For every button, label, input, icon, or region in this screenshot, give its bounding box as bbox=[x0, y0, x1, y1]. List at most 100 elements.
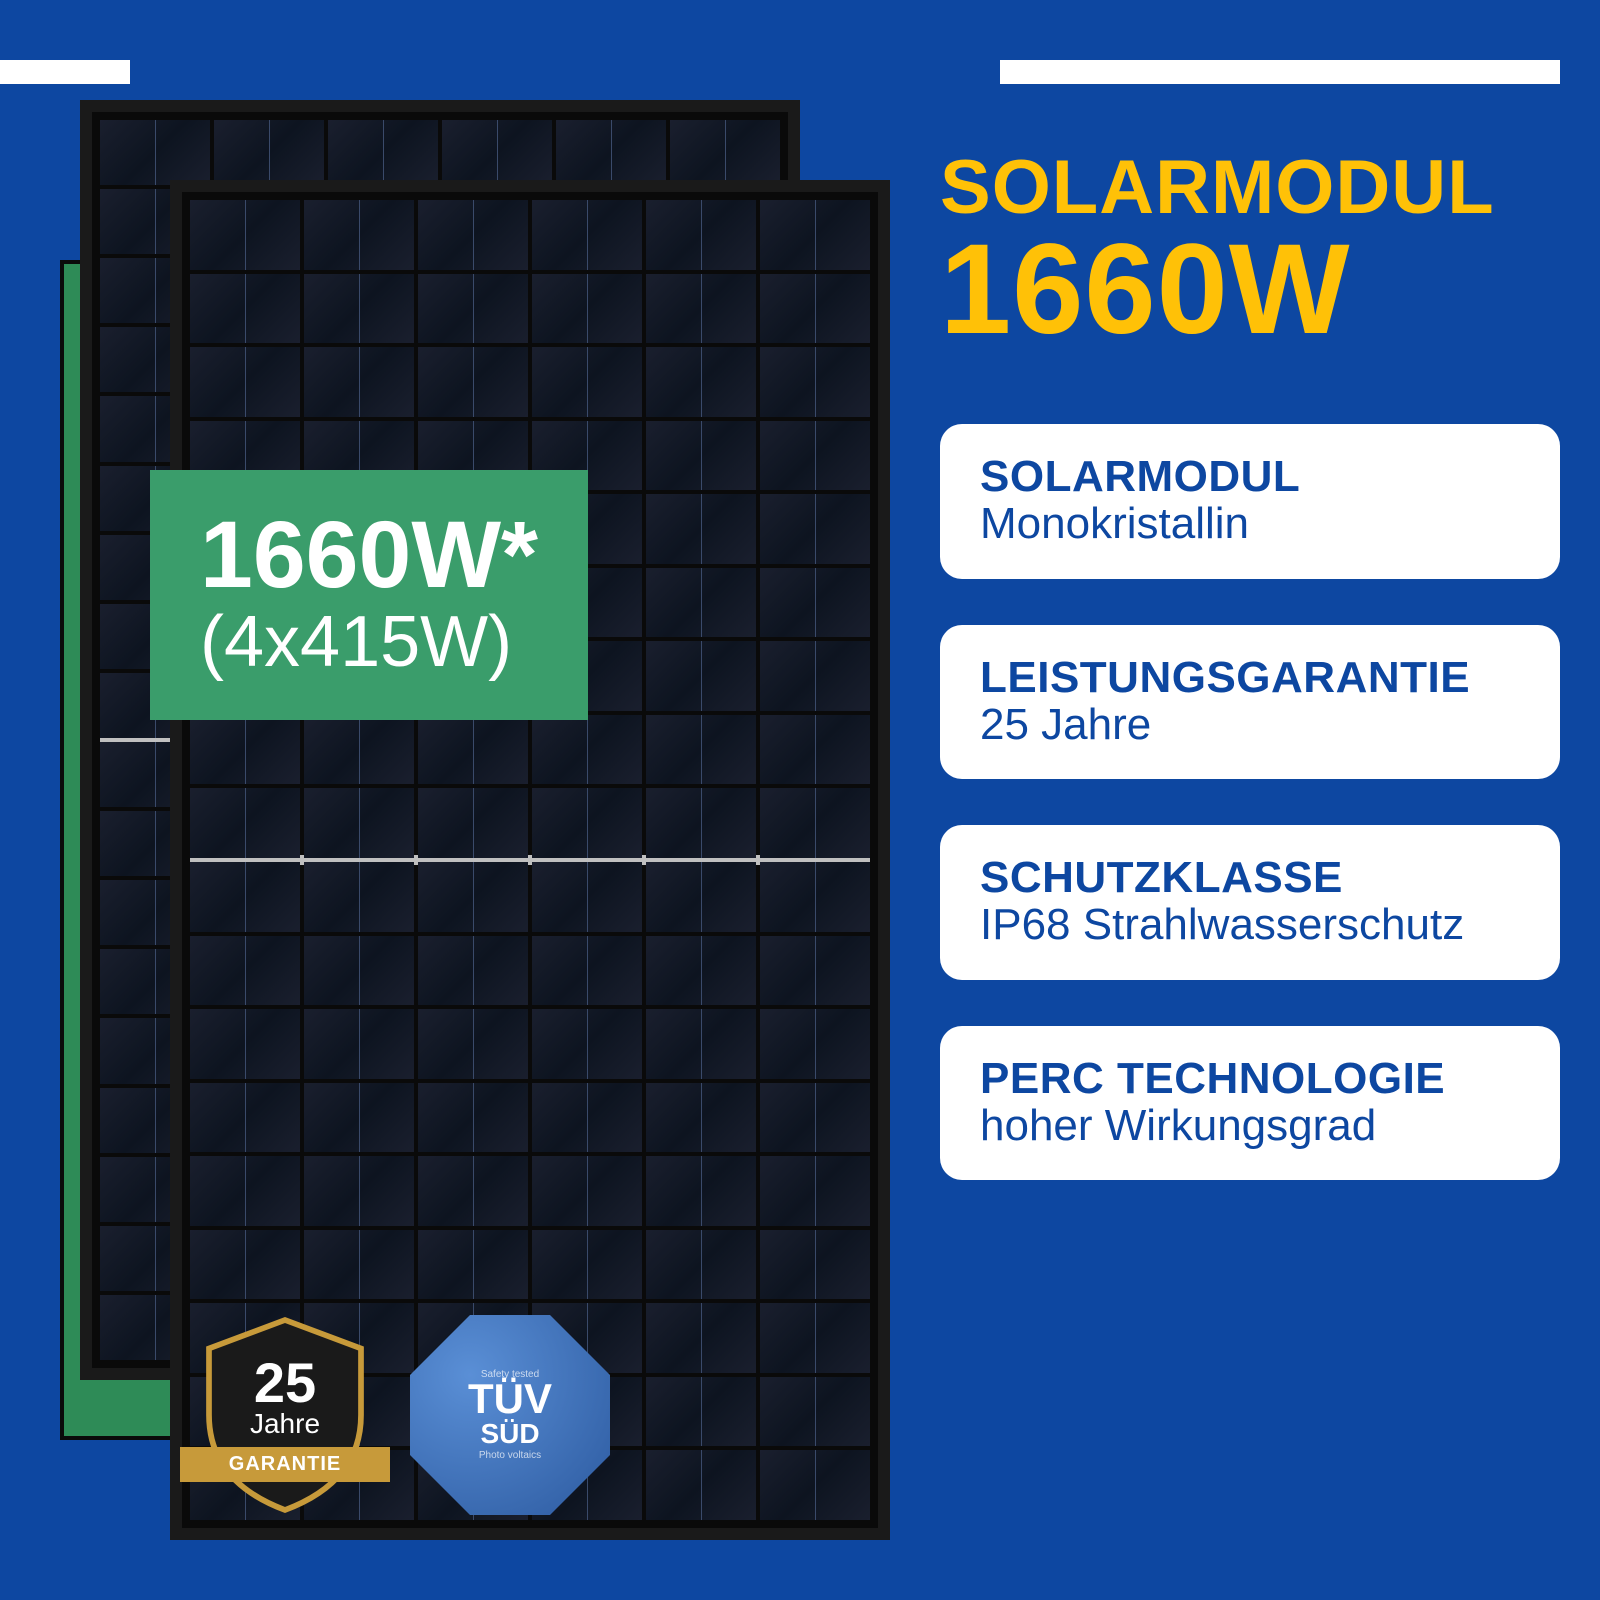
solar-cell bbox=[532, 1230, 642, 1300]
warranty-shield-badge: 25 Jahre GARANTIE bbox=[190, 1310, 380, 1520]
solar-cell bbox=[646, 1377, 756, 1447]
headline: SOLARMODUL 1660W bbox=[940, 150, 1560, 354]
feature-list: SOLARMODULMonokristallin LEISTUNGSGARANTI… bbox=[940, 424, 1560, 1180]
feature-title: PERC TECHNOLOGIE bbox=[980, 1056, 1520, 1102]
warranty-ribbon: GARANTIE bbox=[180, 1447, 390, 1482]
solar-cell bbox=[532, 862, 642, 932]
solar-cell bbox=[190, 862, 300, 932]
feature-box: LEISTUNGSGARANTIE25 Jahre bbox=[940, 625, 1560, 780]
headline-line1: SOLARMODUL bbox=[940, 150, 1560, 226]
solar-cell bbox=[418, 347, 528, 417]
tuv-sub: SÜD bbox=[480, 1418, 539, 1450]
solar-cell bbox=[418, 1009, 528, 1079]
solar-cell bbox=[190, 1230, 300, 1300]
solar-cell bbox=[190, 936, 300, 1006]
solar-cell bbox=[760, 862, 870, 932]
wattage-sub: (4x415W) bbox=[200, 603, 538, 682]
product-image-area: 1660W* (4x415W) 25 Jahre GARANTIE Safety… bbox=[60, 100, 880, 1540]
solar-cell bbox=[646, 862, 756, 932]
solar-cell bbox=[556, 120, 666, 185]
solar-cell bbox=[646, 936, 756, 1006]
solar-cell bbox=[760, 1303, 870, 1373]
solar-cell bbox=[304, 1230, 414, 1300]
feature-desc: Monokristallin bbox=[980, 500, 1520, 548]
accent-bar-left bbox=[0, 60, 130, 84]
solar-cell bbox=[304, 200, 414, 270]
feature-title: SOLARMODUL bbox=[980, 454, 1520, 500]
solar-cell bbox=[646, 715, 756, 785]
solar-cell bbox=[646, 1009, 756, 1079]
solar-cell bbox=[646, 568, 756, 638]
solar-cell bbox=[190, 1156, 300, 1226]
solar-cell bbox=[328, 120, 438, 185]
solar-cell bbox=[532, 1009, 642, 1079]
solar-cell bbox=[304, 1083, 414, 1153]
tuv-bottom-text: Photo voltaics bbox=[479, 1450, 541, 1461]
warranty-years: 25 bbox=[190, 1358, 380, 1408]
warranty-unit: Jahre bbox=[190, 1408, 380, 1440]
solar-cell bbox=[760, 274, 870, 344]
right-column: SOLARMODUL 1660W SOLARMODULMonokristalli… bbox=[940, 150, 1560, 1180]
solar-cell bbox=[418, 1156, 528, 1226]
solar-cell bbox=[646, 1303, 756, 1373]
tuv-top-text: Safety tested bbox=[481, 1369, 539, 1380]
solar-cell bbox=[418, 1083, 528, 1153]
solar-cell bbox=[760, 1009, 870, 1079]
wattage-badge: 1660W* (4x415W) bbox=[150, 470, 588, 720]
feature-desc: hoher Wirkungsgrad bbox=[980, 1102, 1520, 1150]
solar-cell bbox=[442, 120, 552, 185]
solar-cell bbox=[670, 120, 780, 185]
solar-cell bbox=[532, 200, 642, 270]
solar-cell bbox=[304, 347, 414, 417]
solar-cell bbox=[418, 936, 528, 1006]
feature-desc: IP68 Strahlwasserschutz bbox=[980, 901, 1520, 949]
solar-cell bbox=[646, 1156, 756, 1226]
solar-cell bbox=[100, 120, 210, 185]
solar-cell bbox=[760, 494, 870, 564]
solar-cell bbox=[646, 641, 756, 711]
solar-cell bbox=[760, 1377, 870, 1447]
solar-cell bbox=[646, 274, 756, 344]
feature-title: SCHUTZKLASSE bbox=[980, 855, 1520, 901]
solar-cell bbox=[418, 200, 528, 270]
solar-cell bbox=[646, 200, 756, 270]
solar-cell bbox=[760, 788, 870, 858]
solar-cell bbox=[304, 1009, 414, 1079]
solar-cell bbox=[418, 1230, 528, 1300]
solar-cell bbox=[190, 200, 300, 270]
solar-cell bbox=[646, 421, 756, 491]
feature-desc: 25 Jahre bbox=[980, 701, 1520, 749]
solar-cell bbox=[304, 862, 414, 932]
certification-badges: 25 Jahre GARANTIE Safety tested TÜV SÜD … bbox=[190, 1310, 610, 1520]
wattage-main: 1660W* bbox=[200, 508, 538, 603]
solar-cell bbox=[532, 936, 642, 1006]
solar-cell bbox=[304, 715, 414, 785]
solar-cell bbox=[214, 120, 324, 185]
solar-cell bbox=[304, 788, 414, 858]
solar-cell bbox=[190, 347, 300, 417]
solar-cell bbox=[532, 715, 642, 785]
solar-cell bbox=[760, 1156, 870, 1226]
solar-cell bbox=[418, 862, 528, 932]
solar-cell bbox=[190, 715, 300, 785]
solar-cell bbox=[646, 788, 756, 858]
solar-cell bbox=[760, 1450, 870, 1520]
tuv-badge: Safety tested TÜV SÜD Photo voltaics bbox=[410, 1315, 610, 1515]
feature-box: PERC TECHNOLOGIEhoher Wirkungsgrad bbox=[940, 1026, 1560, 1181]
solar-cell bbox=[532, 347, 642, 417]
solar-cell bbox=[760, 936, 870, 1006]
solar-cell bbox=[190, 1083, 300, 1153]
feature-title: LEISTUNGSGARANTIE bbox=[980, 655, 1520, 701]
solar-cell bbox=[190, 788, 300, 858]
solar-cell bbox=[190, 1009, 300, 1079]
solar-cell bbox=[760, 1230, 870, 1300]
solar-cell bbox=[304, 274, 414, 344]
solar-cell bbox=[760, 1083, 870, 1153]
solar-cell bbox=[418, 274, 528, 344]
headline-line2: 1660W bbox=[940, 226, 1560, 354]
solar-cell bbox=[760, 347, 870, 417]
solar-cell bbox=[532, 1083, 642, 1153]
solar-cell bbox=[190, 274, 300, 344]
tuv-main: TÜV bbox=[468, 1380, 552, 1418]
solar-cell bbox=[304, 1156, 414, 1226]
